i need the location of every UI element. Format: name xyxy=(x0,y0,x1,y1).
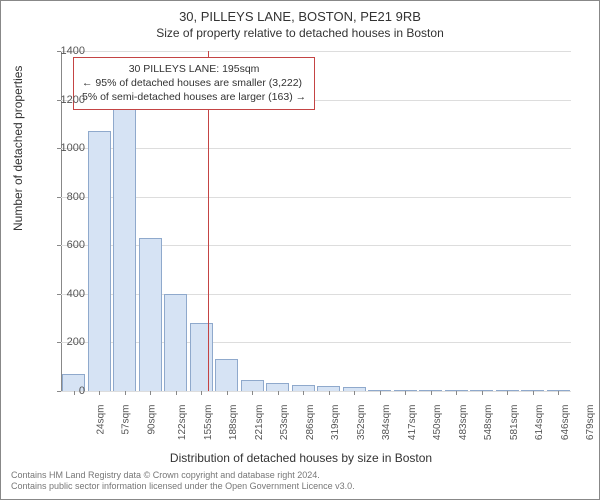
x-tick-label: 57sqm xyxy=(121,405,132,435)
annotation-line: ← 95% of detached houses are smaller (3,… xyxy=(82,76,306,90)
x-tick-label: 221sqm xyxy=(254,405,265,441)
annotation-line: 5% of semi-detached houses are larger (1… xyxy=(82,90,306,104)
y-tick-label: 0 xyxy=(45,385,85,397)
x-tick xyxy=(380,391,381,395)
chart-container: 30, PILLEYS LANE, BOSTON, PE21 9RB Size … xyxy=(0,0,600,500)
chart-subtitle: Size of property relative to detached ho… xyxy=(9,26,591,40)
y-tick-label: 1400 xyxy=(45,45,85,57)
x-tick xyxy=(201,391,202,395)
x-tick-label: 417sqm xyxy=(407,405,418,441)
x-tick xyxy=(558,391,559,395)
x-tick-label: 646sqm xyxy=(560,405,571,441)
x-tick xyxy=(431,391,432,395)
footer-line-1: Contains HM Land Registry data © Crown c… xyxy=(11,470,355,482)
bar xyxy=(113,109,136,391)
x-tick xyxy=(354,391,355,395)
grid-line xyxy=(61,197,571,198)
x-tick xyxy=(482,391,483,395)
x-tick-label: 581sqm xyxy=(509,405,520,441)
y-tick-label: 200 xyxy=(45,336,85,348)
x-tick xyxy=(278,391,279,395)
annotation-line: 30 PILLEYS LANE: 195sqm xyxy=(82,62,306,76)
x-tick xyxy=(507,391,508,395)
bar xyxy=(88,131,111,391)
grid-line xyxy=(61,294,571,295)
bar xyxy=(241,380,264,391)
x-tick-label: 24sqm xyxy=(95,405,106,435)
x-tick-label: 286sqm xyxy=(305,405,316,441)
x-tick xyxy=(150,391,151,395)
grid-line xyxy=(61,391,571,392)
y-tick-label: 1000 xyxy=(45,142,85,154)
y-tick-label: 1200 xyxy=(45,94,85,106)
x-tick xyxy=(456,391,457,395)
y-tick-label: 800 xyxy=(45,191,85,203)
bar xyxy=(139,238,162,391)
x-tick-label: 188sqm xyxy=(228,405,239,441)
x-tick-label: 319sqm xyxy=(330,405,341,441)
plot-region: 30 PILLEYS LANE: 195sqm← 95% of detached… xyxy=(61,51,571,391)
bar xyxy=(266,383,289,392)
footer-line-2: Contains public sector information licen… xyxy=(11,481,355,493)
x-axis-label: Distribution of detached houses by size … xyxy=(1,451,600,465)
x-tick xyxy=(227,391,228,395)
x-tick-label: 614sqm xyxy=(534,405,545,441)
footer-text: Contains HM Land Registry data © Crown c… xyxy=(11,470,355,493)
x-tick xyxy=(176,391,177,395)
bar xyxy=(190,323,213,391)
x-tick xyxy=(99,391,100,395)
x-tick xyxy=(329,391,330,395)
x-tick xyxy=(303,391,304,395)
x-tick-label: 253sqm xyxy=(279,405,290,441)
chart-area: 30 PILLEYS LANE: 195sqm← 95% of detached… xyxy=(61,51,571,411)
y-tick-label: 400 xyxy=(45,288,85,300)
x-tick-label: 483sqm xyxy=(458,405,469,441)
x-tick xyxy=(533,391,534,395)
x-tick xyxy=(405,391,406,395)
bar xyxy=(215,359,238,391)
bar xyxy=(164,294,187,391)
chart-title: 30, PILLEYS LANE, BOSTON, PE21 9RB xyxy=(9,9,591,24)
y-axis-label: Number of detached properties xyxy=(11,66,25,231)
x-tick-label: 450sqm xyxy=(432,405,443,441)
y-tick-label: 600 xyxy=(45,239,85,251)
annotation-box: 30 PILLEYS LANE: 195sqm← 95% of detached… xyxy=(73,57,315,110)
x-tick-label: 384sqm xyxy=(381,405,392,441)
x-tick xyxy=(125,391,126,395)
grid-line xyxy=(61,342,571,343)
x-tick-label: 90sqm xyxy=(146,405,157,435)
x-tick-label: 679sqm xyxy=(585,405,596,441)
x-tick-label: 352sqm xyxy=(356,405,367,441)
grid-line xyxy=(61,245,571,246)
x-tick xyxy=(252,391,253,395)
x-tick-label: 155sqm xyxy=(203,405,214,441)
grid-line xyxy=(61,148,571,149)
x-tick-label: 548sqm xyxy=(483,405,494,441)
x-tick-label: 122sqm xyxy=(177,405,188,441)
grid-line xyxy=(61,51,571,52)
